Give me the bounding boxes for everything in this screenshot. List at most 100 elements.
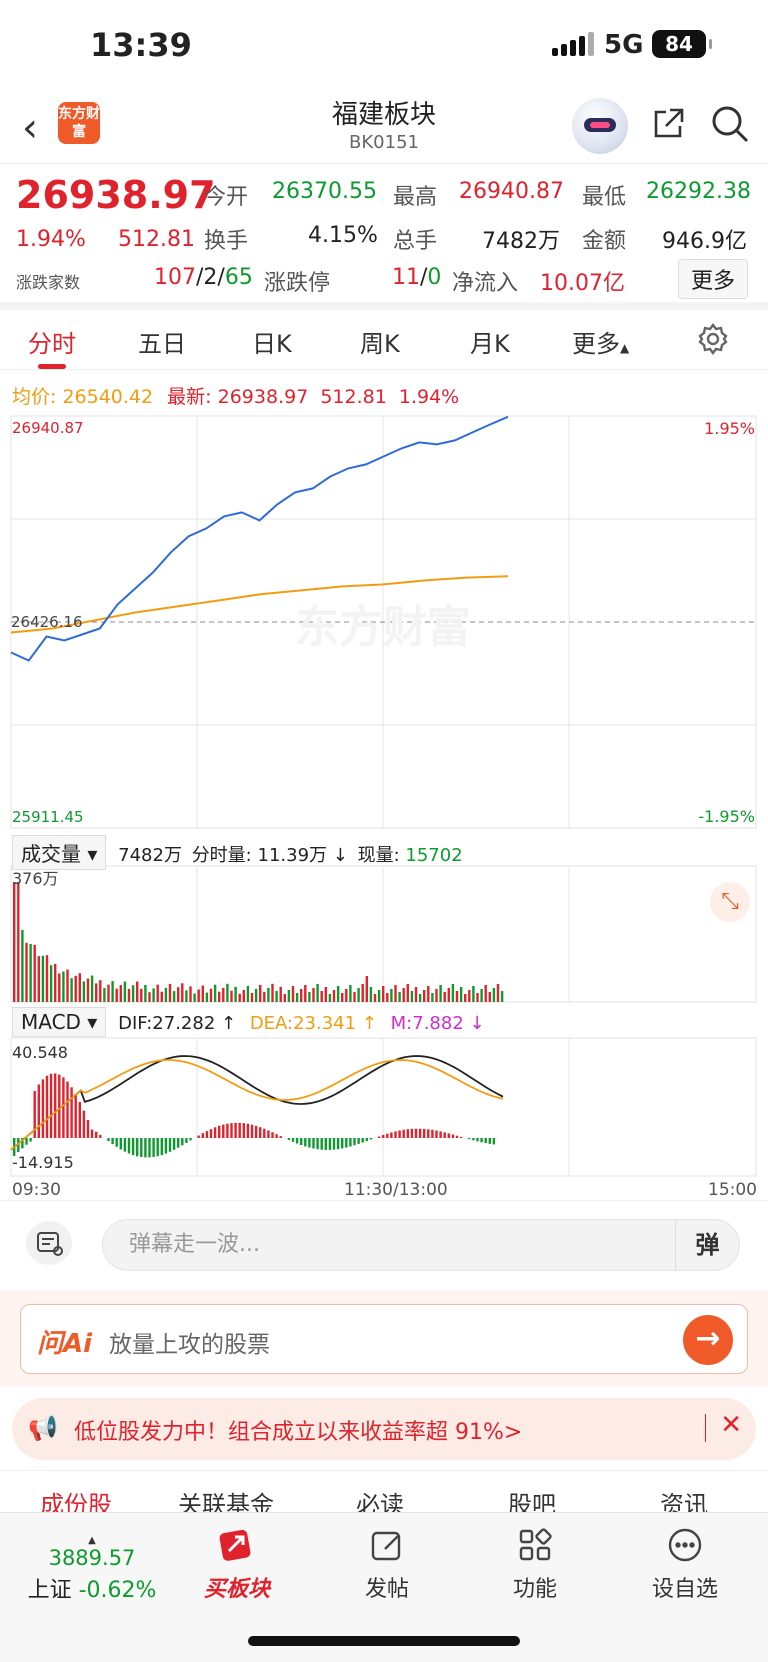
tab-five-day[interactable]: 五日 (138, 330, 186, 358)
search-icon[interactable] (710, 104, 750, 144)
inflow-label: 净流入 (452, 271, 519, 296)
danmu-input[interactable]: 弹幕走一波... 弹 (102, 1219, 740, 1271)
macd-bar (455, 1135, 459, 1138)
axis-top-label: 26940.87 (12, 419, 84, 437)
macd-bar (316, 1138, 319, 1150)
volume-bar (119, 985, 122, 1002)
volume-bar (472, 986, 475, 1002)
macd-bar (427, 1129, 430, 1138)
macd-bar (349, 1138, 352, 1147)
macd-bar (148, 1138, 151, 1158)
last-price: 26938.97 (16, 173, 216, 217)
macd-bar (435, 1130, 438, 1138)
ai-search-box[interactable]: 问Ai 放量上攻的股票 → (20, 1304, 748, 1374)
settings-gear-icon[interactable] (696, 322, 730, 356)
macd-bar (222, 1124, 225, 1138)
macd-bar (345, 1138, 348, 1148)
volume-bar (201, 985, 204, 1002)
share-icon[interactable] (650, 106, 686, 142)
macd-bar (394, 1131, 397, 1138)
macd-bar (414, 1128, 418, 1138)
avg-latest-line: 均价: 26540.42 最新: 26938.97 512.81 1.94% (12, 386, 460, 408)
open-label: 今开 (204, 185, 249, 210)
volume-bar (496, 984, 500, 1002)
volume-bar (29, 944, 32, 1002)
macd-bar (418, 1128, 422, 1138)
nav-buy-board[interactable]: 买板块 (182, 1525, 292, 1603)
volume-bar (181, 983, 184, 1002)
danmu-list-icon[interactable] (26, 1221, 72, 1265)
macd-bar (312, 1138, 315, 1149)
volume-bar (144, 985, 147, 1002)
volume-bar (341, 993, 344, 1002)
macd-bar (164, 1138, 168, 1154)
volume-bar (386, 993, 389, 1002)
macd-bar (300, 1138, 303, 1145)
volume-indicator-select[interactable]: 成交量 ▾ (12, 835, 107, 870)
app-logo[interactable]: 东方财富 (58, 102, 100, 144)
close-icon[interactable]: ✕ (720, 1410, 742, 1440)
nav-functions[interactable]: 功能 (480, 1525, 590, 1603)
promo-text: 低位股发力中！组合成立以来收益率超 91%> (74, 1420, 523, 1445)
macd-bar (304, 1138, 307, 1147)
volume-bar (410, 991, 414, 1002)
page-title: 福建板块 (331, 100, 436, 130)
volume-bar (369, 987, 373, 1002)
more-button[interactable]: 更多 (678, 259, 749, 299)
macd-bar (136, 1138, 139, 1157)
volume-bar (209, 988, 213, 1002)
volume-bar (17, 882, 20, 1002)
volume-bar (242, 989, 245, 1002)
macd-bar (209, 1129, 213, 1138)
back-icon[interactable]: ‹ (22, 105, 38, 151)
macd-bar (201, 1133, 204, 1138)
time-mid: 11:30/13:00 (344, 1180, 448, 1200)
macd-bar (226, 1123, 229, 1138)
danmu-toggle-button[interactable]: 弹 (675, 1220, 739, 1270)
volume-bar (427, 986, 430, 1002)
volume-bar (263, 991, 266, 1002)
volume-bar (308, 992, 311, 1002)
macd-bar (74, 1094, 77, 1138)
promo-divider (705, 1414, 706, 1442)
content-tabs: 成份股 关联基金 必读 股吧 资讯 (0, 1470, 768, 1519)
macd-indicator-select[interactable]: MACD ▾ (12, 1007, 107, 1037)
ai-logo: 问Ai (37, 1329, 93, 1359)
macd-bar (238, 1122, 241, 1138)
volume-bar (177, 987, 180, 1002)
volume-bar (353, 992, 356, 1002)
tab-week-k[interactable]: 周K (360, 330, 400, 358)
macd-bar (390, 1132, 393, 1138)
volume-bar (439, 985, 442, 1002)
volume-bar (185, 990, 188, 1002)
macd-bar (160, 1138, 163, 1156)
volume-bar (189, 986, 192, 1002)
volume-bar (95, 983, 98, 1002)
tab-minute[interactable]: 分时 (28, 324, 76, 369)
macd-bar (54, 1073, 57, 1138)
index-ticker[interactable]: ▲ 3889.57 上证 -0.62% (22, 1535, 162, 1604)
tab-more[interactable]: 更多▲ (572, 330, 630, 358)
macd-bar (234, 1122, 237, 1138)
promo-banner[interactable]: 📢 低位股发力中！组合成立以来收益率超 91%> ✕ (12, 1398, 756, 1460)
macd-bar (156, 1138, 159, 1157)
tab-month-k[interactable]: 月K (470, 330, 510, 358)
arrow-right-icon[interactable]: → (683, 1315, 733, 1365)
volume-bar (45, 955, 49, 1002)
volume-bar (291, 986, 295, 1002)
volume-bar (172, 991, 176, 1002)
volume-bar (390, 989, 393, 1002)
nav-add-watchlist[interactable]: 设自选 (630, 1525, 740, 1603)
macd-bar (332, 1138, 336, 1150)
nav-post[interactable]: 发帖 (332, 1525, 442, 1603)
expand-chart-icon[interactable]: ⤡ (710, 882, 750, 922)
macd-bar (185, 1138, 188, 1143)
volume-bar (349, 985, 352, 1002)
tab-day-k[interactable]: 日K (252, 330, 292, 358)
bottom-bar: ▲ 3889.57 上证 -0.62% 买板块 发帖 功能 设自选 (0, 1512, 768, 1662)
volume-bar (136, 981, 139, 1002)
macd-bar (459, 1136, 463, 1138)
assistant-robot-icon[interactable] (572, 98, 628, 154)
volume-bar (484, 985, 487, 1002)
signal-icon (552, 32, 594, 56)
